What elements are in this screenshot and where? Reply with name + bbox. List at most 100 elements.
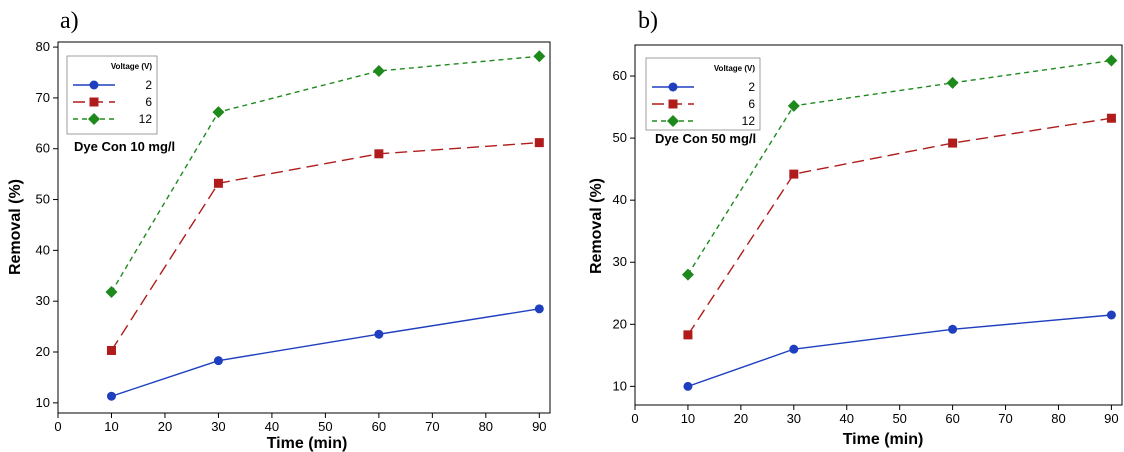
series-12 xyxy=(105,50,546,299)
dye-concentration-note: Dye Con 10 mg/l xyxy=(74,139,175,154)
data-point-6 xyxy=(534,138,544,148)
series-6 xyxy=(106,138,544,355)
x-tick-label: 40 xyxy=(265,419,279,434)
data-point-12 xyxy=(1105,54,1118,67)
data-point-2 xyxy=(534,304,544,314)
data-point-2 xyxy=(374,329,384,339)
legend-entry-label: 6 xyxy=(748,97,755,111)
legend-swatch-marker xyxy=(89,97,99,107)
data-point-6 xyxy=(1106,113,1116,123)
series-line-2 xyxy=(687,314,1112,388)
x-tick-label: 80 xyxy=(1051,411,1065,426)
series-6 xyxy=(683,113,1116,340)
data-point-6 xyxy=(683,330,693,340)
data-point-6 xyxy=(213,178,223,188)
y-tick-label: 60 xyxy=(613,68,627,83)
data-point-2 xyxy=(213,356,223,366)
x-tick-label: 50 xyxy=(318,419,332,434)
data-point-2 xyxy=(789,344,799,354)
x-tick-label: 0 xyxy=(54,419,61,434)
x-tick-label: 90 xyxy=(1104,411,1118,426)
x-axis-title: Time (min) xyxy=(843,431,924,448)
x-axis-title: Time (min) xyxy=(267,435,348,452)
data-point-6 xyxy=(948,138,958,148)
legend-entry-label: 2 xyxy=(145,78,152,92)
series-line-6 xyxy=(687,117,1112,336)
series-2 xyxy=(106,304,544,401)
data-point-6 xyxy=(789,169,799,179)
x-tick-label: 80 xyxy=(479,419,493,434)
data-point-2 xyxy=(106,391,116,401)
legend-swatch-marker xyxy=(668,82,678,92)
y-tick-label: 60 xyxy=(36,141,50,156)
data-point-12 xyxy=(105,286,118,299)
y-tick-label: 80 xyxy=(36,39,50,54)
legend-swatch-marker xyxy=(88,113,100,125)
panel-label: a) xyxy=(60,8,79,34)
series-line-2 xyxy=(111,308,540,397)
chart-panel-2: b) 0 10 20 30 40 50 60 70 80 90 10 20 30 40 50 60 Time (m… xyxy=(588,8,1123,448)
x-tick-label: 60 xyxy=(372,419,386,434)
data-point-12 xyxy=(212,106,225,119)
x-tick-label: 0 xyxy=(631,411,638,426)
x-tick-label: 70 xyxy=(998,411,1012,426)
legend-swatch-marker xyxy=(667,115,679,127)
x-tick-label: 10 xyxy=(104,419,118,434)
legend-swatch-marker xyxy=(668,99,678,109)
series-line-12 xyxy=(687,59,1112,276)
y-axis-title: Removal (%) xyxy=(588,178,605,274)
y-tick-label: 50 xyxy=(613,130,627,145)
data-point-12 xyxy=(533,50,546,63)
y-tick-label: 70 xyxy=(36,90,50,105)
data-point-12 xyxy=(372,64,385,77)
data-point-2 xyxy=(683,381,693,391)
x-tick-label: 20 xyxy=(158,419,172,434)
y-tick-label: 10 xyxy=(36,395,50,410)
legend-entry-label: 12 xyxy=(742,114,756,128)
legend-box xyxy=(66,55,158,135)
legend: Voltage (V) 2 6 12 xyxy=(66,55,158,135)
y-tick-label: 40 xyxy=(613,192,627,207)
series-line-6 xyxy=(110,141,540,351)
legend-title: Voltage (V) xyxy=(714,64,756,73)
x-tick-label: 70 xyxy=(425,419,439,434)
series-2 xyxy=(683,310,1116,391)
legend-entry-label: 6 xyxy=(145,95,152,109)
legend-swatch-marker xyxy=(89,80,99,90)
x-tick-label: 60 xyxy=(945,411,959,426)
chart-panel-1: a) 0 10 20 30 40 50 60 70 80 90 10 20 30 40 50 60 70 80 Tim… xyxy=(7,8,551,452)
y-tick-label: 40 xyxy=(36,242,50,257)
data-point-6 xyxy=(374,149,384,159)
series-line-12 xyxy=(110,55,540,293)
data-point-2 xyxy=(948,324,958,334)
legend-entry-label: 12 xyxy=(139,112,153,126)
data-point-2 xyxy=(1106,310,1116,320)
dye-concentration-note: Dye Con 50 mg/l xyxy=(655,131,756,146)
y-tick-label: 30 xyxy=(36,293,50,308)
x-tick-label: 50 xyxy=(892,411,906,426)
x-tick-label: 30 xyxy=(787,411,801,426)
legend-box xyxy=(645,57,761,131)
x-tick-label: 30 xyxy=(211,419,225,434)
data-point-6 xyxy=(106,345,116,355)
y-tick-label: 10 xyxy=(613,378,627,393)
data-point-12 xyxy=(787,99,800,112)
x-tick-label: 40 xyxy=(840,411,854,426)
y-tick-label: 30 xyxy=(613,254,627,269)
data-point-12 xyxy=(681,268,694,281)
panel-label: b) xyxy=(638,8,658,34)
legend-title: Voltage (V) xyxy=(111,62,153,71)
y-tick-label: 50 xyxy=(36,192,50,207)
legend-entry-label: 2 xyxy=(748,80,755,94)
x-tick-label: 90 xyxy=(532,419,546,434)
y-tick-label: 20 xyxy=(36,344,50,359)
data-point-12 xyxy=(946,76,959,89)
series-12 xyxy=(681,54,1118,281)
y-tick-label: 20 xyxy=(613,316,627,331)
y-axis-title: Removal (%) xyxy=(7,179,24,275)
x-tick-label: 20 xyxy=(734,411,748,426)
plot-frame xyxy=(634,44,1123,406)
plot-frame xyxy=(57,41,551,414)
legend: Voltage (V) 2 6 12 xyxy=(645,57,761,131)
